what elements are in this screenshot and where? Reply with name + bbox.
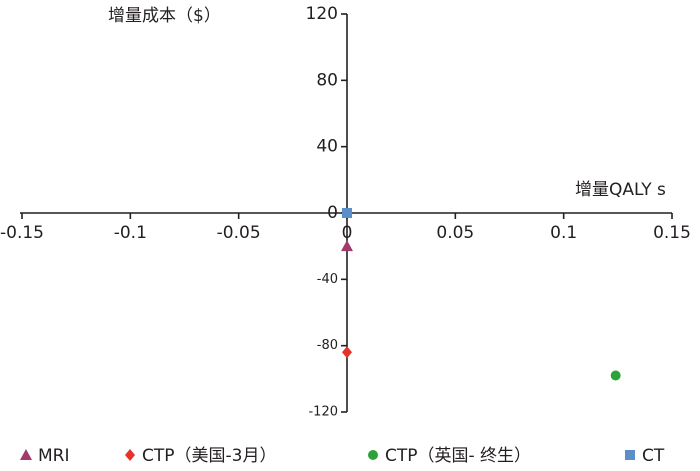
- legend-marker: [125, 449, 135, 461]
- legend-label: MRI: [38, 446, 70, 466]
- x-tick-label: -0.05: [217, 223, 261, 243]
- x-tick-label: -0.1: [114, 223, 147, 243]
- y-tick-label: 0: [327, 203, 338, 223]
- y-axis-label: 增量成本（$）: [108, 6, 221, 26]
- x-tick-label: -0.15: [0, 223, 44, 243]
- x-tick-label: 0.05: [436, 223, 474, 243]
- y-tick-label: 120: [306, 4, 338, 24]
- y-tick-label: -40: [317, 272, 338, 287]
- x-axis-label: 增量QALY s: [575, 180, 666, 200]
- legend-label: CT: [642, 446, 665, 466]
- y-tick-label: 40: [316, 137, 338, 157]
- legend-label: CTP（英国- 终生）: [385, 446, 531, 466]
- legend-label: CTP（美国-3月）: [142, 446, 276, 466]
- legend-marker: [20, 449, 32, 460]
- legend-marker: [625, 450, 635, 460]
- x-tick-label: 0: [342, 223, 353, 243]
- data-point: [610, 370, 621, 381]
- y-tick-label: -80: [317, 338, 338, 353]
- y-tick-label: -120: [308, 405, 338, 420]
- data-point: [342, 208, 352, 218]
- data-point: [342, 346, 352, 359]
- legend-marker: [368, 450, 378, 460]
- x-tick-label: 0.15: [653, 223, 691, 243]
- y-tick-label: 80: [316, 70, 338, 90]
- data-point: [341, 240, 353, 252]
- x-tick-label: 0.1: [550, 223, 577, 243]
